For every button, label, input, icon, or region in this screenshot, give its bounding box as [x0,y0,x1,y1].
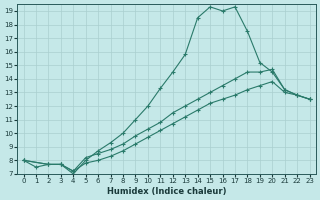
X-axis label: Humidex (Indice chaleur): Humidex (Indice chaleur) [107,187,226,196]
